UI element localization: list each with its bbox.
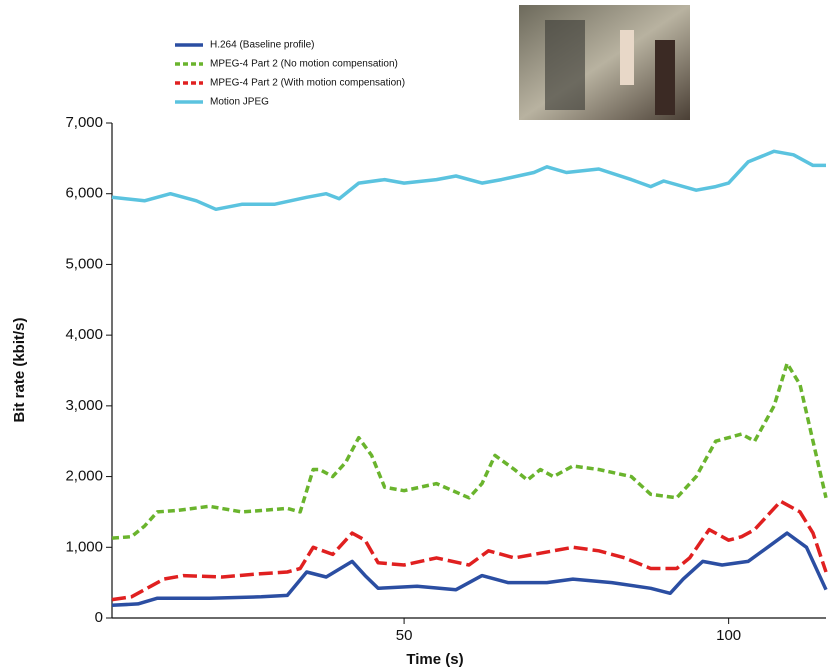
y-tick-label: 4,000 [65, 326, 103, 343]
y-tick-label: 0 [95, 609, 103, 626]
x-tick-label: 50 [396, 627, 413, 644]
legend-label: MPEG-4 Part 2 (With motion compensation) [210, 78, 405, 89]
y-tick-label: 2,000 [65, 468, 103, 485]
y-tick-label: 6,000 [65, 185, 103, 202]
series-line [111, 499, 828, 602]
y-tick-label: 3,000 [65, 397, 103, 414]
y-axis-title: Bit rate (kbit/s) [11, 317, 28, 422]
series-line [111, 149, 826, 212]
x-tick-label: 100 [716, 627, 741, 644]
x-axis-title: Time (s) [406, 651, 463, 668]
photo [519, 5, 690, 120]
legend-label: Motion JPEG [210, 97, 269, 108]
y-tick-label: 1,000 [65, 538, 103, 555]
legend: H.264 (Baseline profile) MPEG-4 Part 2 (N… [175, 40, 405, 108]
y-tick-label: 5,000 [65, 255, 103, 272]
series-line [111, 361, 828, 540]
y-tick-label: 7,000 [65, 114, 103, 131]
legend-label: MPEG-4 Part 2 (No motion compensation) [210, 59, 398, 70]
series-line [111, 531, 828, 608]
legend-label: H.264 (Baseline profile) [210, 40, 315, 51]
